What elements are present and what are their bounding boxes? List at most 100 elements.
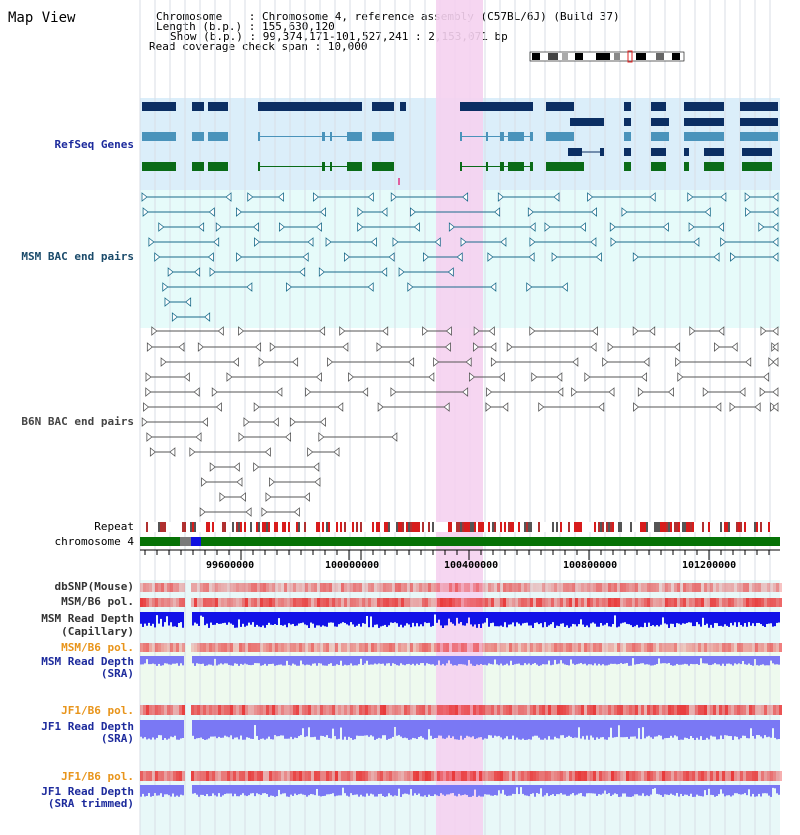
polymorphism-bin [515,643,518,652]
polymorphism-bin [452,583,455,592]
repeat-element [322,522,324,532]
read-depth-bin [682,656,684,665]
polymorphism-bin [713,583,716,592]
gene-exon [192,132,204,141]
polymorphism-bin [443,771,446,781]
polymorphism-bin [353,643,356,652]
read-depth-bin [280,656,282,665]
read-depth-bin [482,612,484,624]
polymorphism-bin [608,583,611,592]
read-depth-bin [376,612,378,625]
polymorphism-bin [461,583,464,592]
repeat-element [400,522,402,532]
read-depth-bin [736,720,738,737]
polymorphism-bin [668,598,671,607]
read-depth-bin [612,785,614,795]
track-label-msm-depth-sra: MSM Read Depth [41,655,134,668]
polymorphism-bin [575,583,578,592]
read-depth-bin [392,720,394,737]
read-depth-bin [758,720,760,736]
polymorphism-bin [629,583,632,592]
polymorphism-bin [512,705,515,715]
b6n-bac-end [488,326,495,336]
polymorphism-bin [323,643,326,652]
read-depth-bin [774,785,776,789]
read-depth-bin [610,612,612,627]
polymorphism-bin [578,705,581,715]
polymorphism-bin [248,583,251,592]
polymorphism-bin [308,771,311,781]
polymorphism-bin [338,705,341,715]
read-depth-bin [398,656,400,666]
read-depth-bin [264,612,266,628]
polymorphism-bin [497,598,500,607]
read-depth-bin [756,720,758,736]
b6n-bac-end [183,372,190,382]
read-depth-bin [734,785,736,794]
read-depth-bin [494,720,496,736]
repeat-element [470,522,472,532]
read-depth-bin [158,720,160,736]
read-depth-bin [758,656,760,666]
read-depth-bin [248,656,250,665]
read-depth-bin [772,785,774,788]
gene-exon [372,132,394,141]
read-depth-bin [462,656,464,665]
polymorphism-bin [476,643,479,652]
polymorphism-bin [326,583,329,592]
polymorphism-bin [725,643,728,652]
polymorphism-bin [497,583,500,592]
read-depth-bin [634,612,636,627]
read-depth-bin [196,720,198,739]
polymorphism-bin [650,705,653,715]
read-depth-bin [694,720,696,740]
polymorphism-bin [587,583,590,592]
read-depth-bin [328,785,330,795]
read-depth-bin [738,612,740,623]
read-depth-bin [668,785,670,796]
polymorphism-bin [518,705,521,715]
polymorphism-bin [605,583,608,592]
read-depth-bin [340,612,342,624]
msm-bac-end [610,237,617,247]
read-depth-bin [374,612,376,625]
read-depth-bin [646,720,648,737]
polymorphism-bin [632,583,635,592]
polymorphism-bin [572,771,575,781]
msm-bac-end [236,207,243,217]
read-depth-bin [616,612,618,628]
polymorphism-bin [623,583,626,592]
polymorphism-bin [404,771,407,781]
read-depth-bin [168,656,170,665]
msm-bac-end [215,222,222,232]
read-depth-bin [630,720,632,737]
read-depth-bin [690,656,692,664]
read-depth-bin [212,656,214,666]
polymorphism-bin [770,705,773,715]
polymorphism-bin [491,771,494,781]
read-depth-bin [334,720,336,737]
polymorphism-bin [509,643,512,652]
polymorphism-bin [431,643,434,652]
read-depth-bin [344,720,346,737]
read-depth-bin [742,785,744,795]
polymorphism-bin [494,771,497,781]
read-depth-bin [384,656,386,666]
read-depth-bin [472,785,474,796]
polymorphism-bin [473,705,476,715]
msm-bac-end [434,237,441,247]
polymorphism-bin [416,643,419,652]
read-depth-bin [534,785,536,797]
read-depth-bin [310,785,312,795]
read-depth-bin [338,720,340,739]
read-depth-bin [706,720,708,738]
read-depth-bin [480,720,482,738]
polymorphism-bin [404,643,407,652]
read-depth-bin [592,612,594,623]
gene-exon [258,102,362,111]
read-depth-bin [162,720,164,740]
read-depth-bin [720,785,722,790]
read-depth-bin [386,720,388,740]
read-depth-bin [522,720,524,739]
